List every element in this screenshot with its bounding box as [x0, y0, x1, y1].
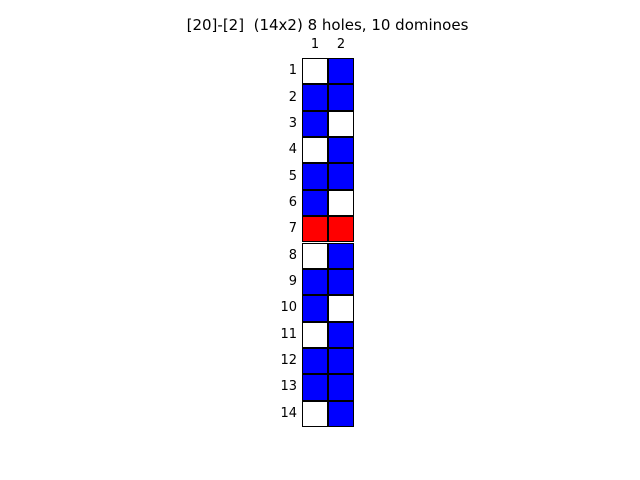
- cell-r13-c2-domino: [328, 374, 354, 401]
- row-label-5: 5: [288, 168, 297, 184]
- cell-r12-c1-domino: [302, 347, 328, 375]
- column-label-1: 1: [310, 37, 320, 52]
- cell-r2-c1-domino: [302, 84, 328, 111]
- cell-r2-c2-domino: [328, 84, 354, 111]
- cell-r12-c2-domino: [328, 347, 354, 375]
- cell-r8-c1-hole: [302, 242, 328, 269]
- cell-r14-c2-domino: [328, 400, 354, 427]
- cell-r4-c1-hole: [302, 137, 328, 164]
- cell-r10-c1-domino: [302, 295, 328, 322]
- row-label-3: 3: [288, 115, 297, 131]
- row-label-2: 2: [288, 89, 297, 105]
- row-label-7: 7: [288, 221, 297, 237]
- domino-board: [302, 58, 354, 427]
- cell-r11-c1-hole: [302, 321, 328, 348]
- cell-r7-c1-highlight: [302, 216, 328, 243]
- cell-r1-c1-hole: [302, 58, 328, 85]
- row-label-13: 13: [280, 379, 297, 395]
- cell-r9-c1-domino: [302, 268, 328, 296]
- row-label-6: 6: [288, 194, 297, 210]
- column-label-2: 2: [336, 37, 346, 52]
- cell-r7-c2-highlight: [328, 216, 354, 243]
- cell-r6-c2-hole: [328, 189, 354, 217]
- row-label-8: 8: [288, 247, 297, 263]
- cell-r4-c2-domino: [328, 137, 354, 164]
- cell-r8-c2-domino: [328, 242, 354, 269]
- cell-r6-c1-domino: [302, 189, 328, 217]
- cell-r5-c2-domino: [328, 163, 354, 190]
- cell-r1-c2-domino: [328, 58, 354, 85]
- row-label-12: 12: [280, 353, 297, 369]
- cell-r3-c2-hole: [328, 110, 354, 138]
- cell-r14-c1-hole: [302, 400, 328, 427]
- row-label-9: 9: [288, 274, 297, 290]
- cell-r3-c1-domino: [302, 110, 328, 138]
- cell-r11-c2-domino: [328, 321, 354, 348]
- cell-r5-c1-domino: [302, 163, 328, 190]
- row-label-14: 14: [280, 405, 297, 421]
- cell-r9-c2-domino: [328, 268, 354, 296]
- cell-r13-c1-domino: [302, 374, 328, 401]
- row-label-1: 1: [288, 63, 297, 79]
- puzzle-title: [20]-[2] (14x2) 8 holes, 10 dominoes: [186, 16, 469, 34]
- cell-r10-c2-hole: [328, 295, 354, 322]
- row-label-4: 4: [288, 142, 297, 158]
- row-label-11: 11: [280, 326, 297, 342]
- row-label-10: 10: [280, 300, 297, 316]
